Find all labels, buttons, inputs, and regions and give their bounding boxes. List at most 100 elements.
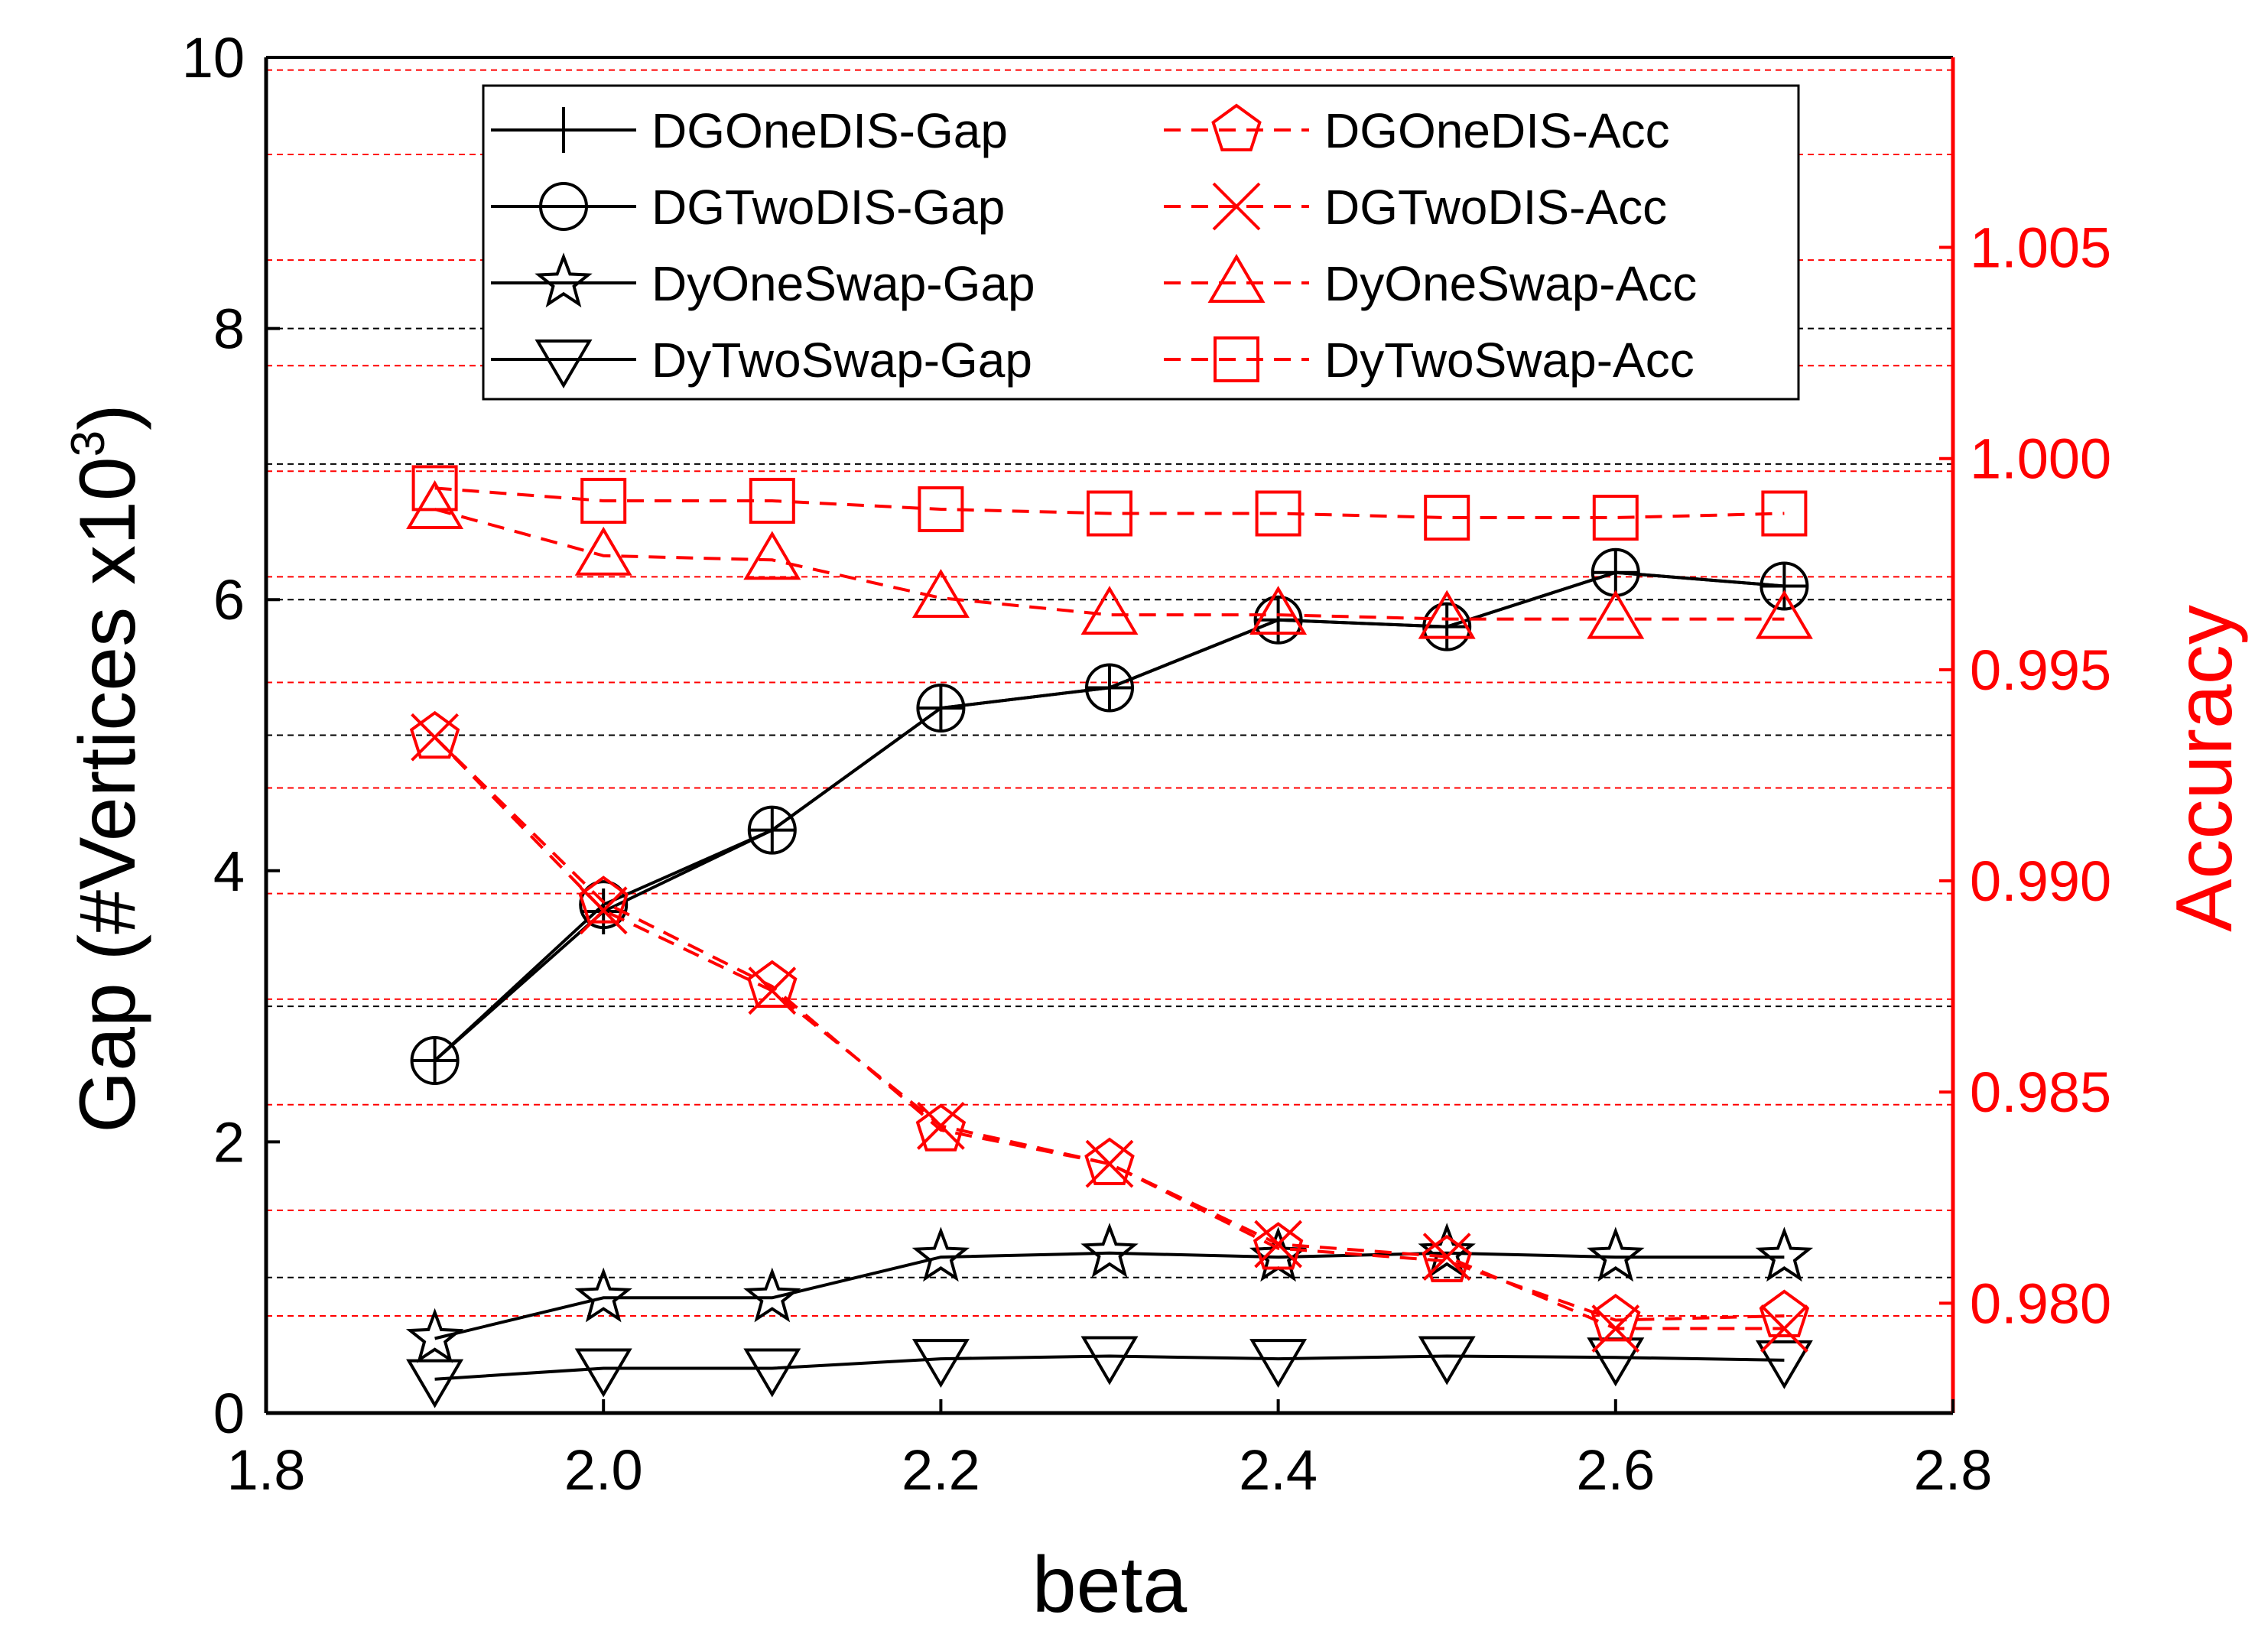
legend-marker-dyoneswap-acc	[1207, 254, 1266, 303]
legend-item-dgtwodis-acc: DGTwoDIS-Acc	[1164, 180, 1667, 235]
x-tick-label: 2.2	[902, 1438, 980, 1502]
data-point-dytwoswap-gap	[406, 1359, 464, 1408]
legend-marker-dgtwodis-gap	[539, 182, 588, 231]
y-left-tick-label: 6	[213, 568, 245, 632]
data-point-dgonedis-acc	[409, 710, 460, 759]
series-line-dyoneswap-gap	[434, 1251, 1785, 1340]
y-left-tick-label: 10	[182, 26, 245, 89]
data-point-dyoneswap-acc	[1080, 586, 1139, 635]
legend-label-dgtwodis-gap: DGTwoDIS-Gap	[651, 180, 1005, 235]
x-tick-label: 2.8	[1914, 1438, 1993, 1502]
y-left-title-main: Gap (#Vertices x10	[63, 456, 152, 1132]
legend-label-dyoneswap-gap: DyOneSwap-Gap	[651, 256, 1035, 311]
data-point-dyoneswap-gap	[1587, 1226, 1645, 1282]
data-point-dgonedis-acc	[747, 960, 798, 1008]
data-point-dgtwodis-gap	[410, 1036, 460, 1086]
data-point-dgonedis-gap	[411, 1038, 458, 1084]
y-right-tick-label: 1.000	[1970, 427, 2111, 491]
data-point-dytwoswap-acc	[918, 486, 964, 532]
y-right-tick-label: 0.980	[1970, 1272, 2111, 1335]
y-left-tick-label: 8	[213, 297, 245, 361]
legend-label-dytwoswap-acc: DyTwoSwap-Acc	[1324, 333, 1695, 388]
data-point-dytwoswap-acc	[749, 477, 795, 524]
legend-marker-dgtwodis-acc	[1212, 182, 1261, 231]
data-point-dytwoswap-gap	[574, 1348, 632, 1398]
series-dgonedis-acc	[409, 710, 1810, 1342]
data-point-dgtwodis-gap	[1085, 663, 1134, 713]
data-point-dytwoswap-gap	[1755, 1340, 1813, 1389]
data-point-dytwoswap-acc	[1255, 490, 1301, 537]
data-point-dyoneswap-gap	[405, 1308, 464, 1363]
data-point-dyoneswap-gap	[574, 1267, 632, 1323]
y-left-title-exponent: 3	[62, 430, 115, 456]
data-point-dgonedis-acc	[1253, 1222, 1304, 1270]
data-point-dyoneswap-acc	[1755, 590, 1813, 639]
y-right-tick-label: 0.990	[1970, 849, 2111, 913]
series-dyoneswap-acc	[406, 480, 1813, 639]
data-point-dgtwodis-acc	[1759, 1304, 1808, 1353]
data-point-dytwoswap-gap	[1080, 1336, 1139, 1385]
data-point-dyoneswap-acc	[911, 569, 970, 618]
series-dgtwodis-gap	[410, 547, 1809, 1086]
data-point-dgtwodis-acc	[1422, 1233, 1471, 1282]
legend-label-dyoneswap-acc: DyOneSwap-Acc	[1324, 256, 1697, 311]
legend-label-dgonedis-acc: DGOneDIS-Acc	[1324, 103, 1670, 158]
legend-item-dyoneswap-gap: DyOneSwap-Gap	[491, 252, 1035, 311]
series-line-dyoneswap-acc	[434, 508, 1785, 621]
x-tick-label: 2.0	[564, 1438, 643, 1502]
x-axis-title: beta	[1032, 1541, 1188, 1629]
data-point-dyoneswap-gap	[911, 1226, 970, 1282]
y-right-tick-label: 0.995	[1970, 638, 2111, 702]
y-right-tick-label: 0.985	[1970, 1061, 2111, 1124]
series-layer	[405, 465, 1814, 1408]
legend-label-dgonedis-gap: DGOneDIS-Gap	[651, 103, 1008, 158]
legend: DGOneDIS-Gap DGTwoDIS-Gap DyOneSwap-Gap DyT…	[482, 84, 1800, 401]
data-point-dytwoswap-acc	[1761, 490, 1808, 537]
series-line-dgtwodis-gap	[434, 570, 1785, 1062]
data-point-dytwoswap-gap	[1418, 1336, 1476, 1385]
data-point-dgtwodis-gap	[1253, 595, 1303, 645]
data-point-dytwoswap-gap	[911, 1339, 970, 1389]
data-point-dgtwodis-gap	[1422, 602, 1472, 651]
data-point-dgtwodis-gap	[579, 880, 629, 930]
series-line-dytwoswap-gap	[434, 1354, 1785, 1381]
series-dyoneswap-gap	[405, 1223, 1814, 1363]
data-point-dyoneswap-gap	[1080, 1223, 1139, 1278]
y-left-tick-label: 0	[213, 1382, 245, 1445]
data-point-dyoneswap-gap	[1755, 1226, 1814, 1282]
data-point-dgtwodis-gap	[747, 805, 797, 855]
series-dgonedis-gap	[411, 549, 1808, 1084]
y-left-axis-title: Gap (#Vertices x103)	[62, 404, 152, 1133]
data-point-dgtwodis-acc	[411, 713, 460, 762]
data-point-dgonedis-acc	[1591, 1294, 1641, 1342]
legend-item-dgonedis-acc: DGOneDIS-Acc	[1164, 103, 1670, 158]
series-line-dytwoswap-acc	[434, 486, 1785, 519]
data-point-dgtwodis-acc	[748, 966, 797, 1015]
data-point-dyoneswap-acc	[1249, 586, 1308, 635]
data-point-dyoneswap-acc	[1418, 590, 1476, 639]
data-point-dytwoswap-acc	[411, 465, 458, 512]
legend-marker-dytwoswap-acc	[1214, 336, 1259, 382]
series-dytwoswap-acc	[411, 465, 1808, 541]
data-point-dgtwodis-acc	[916, 1101, 965, 1150]
legend-marker-dyoneswap-gap	[535, 252, 593, 308]
legend-item-dytwoswap-gap: DyTwoSwap-Gap	[491, 333, 1032, 388]
y-left-tick-label: 4	[213, 840, 245, 903]
axis-labels: beta Gap (#Vertices x103) Accuracy	[62, 404, 2249, 1629]
data-point-dgtwodis-gap	[1759, 561, 1809, 611]
data-point-dytwoswap-acc	[1087, 490, 1132, 537]
data-point-dgtwodis-acc	[579, 886, 628, 935]
data-point-dgtwodis-acc	[1085, 1139, 1134, 1188]
y-right-tick-label: 1.005	[1970, 216, 2111, 280]
data-point-dgonedis-acc	[1759, 1289, 1810, 1337]
series-dgtwodis-acc	[411, 713, 1808, 1353]
data-point-dytwoswap-acc	[580, 477, 627, 524]
x-tick-label: 1.8	[227, 1438, 306, 1502]
data-point-dgtwodis-acc	[1591, 1304, 1640, 1353]
data-point-dytwoswap-gap	[743, 1348, 801, 1398]
legend-item-dgonedis-gap: DGOneDIS-Gap	[491, 103, 1008, 158]
data-point-dgonedis-acc	[915, 1103, 967, 1152]
legend-label-dytwoswap-gap: DyTwoSwap-Gap	[651, 333, 1032, 388]
data-point-dytwoswap-acc	[1424, 495, 1470, 541]
